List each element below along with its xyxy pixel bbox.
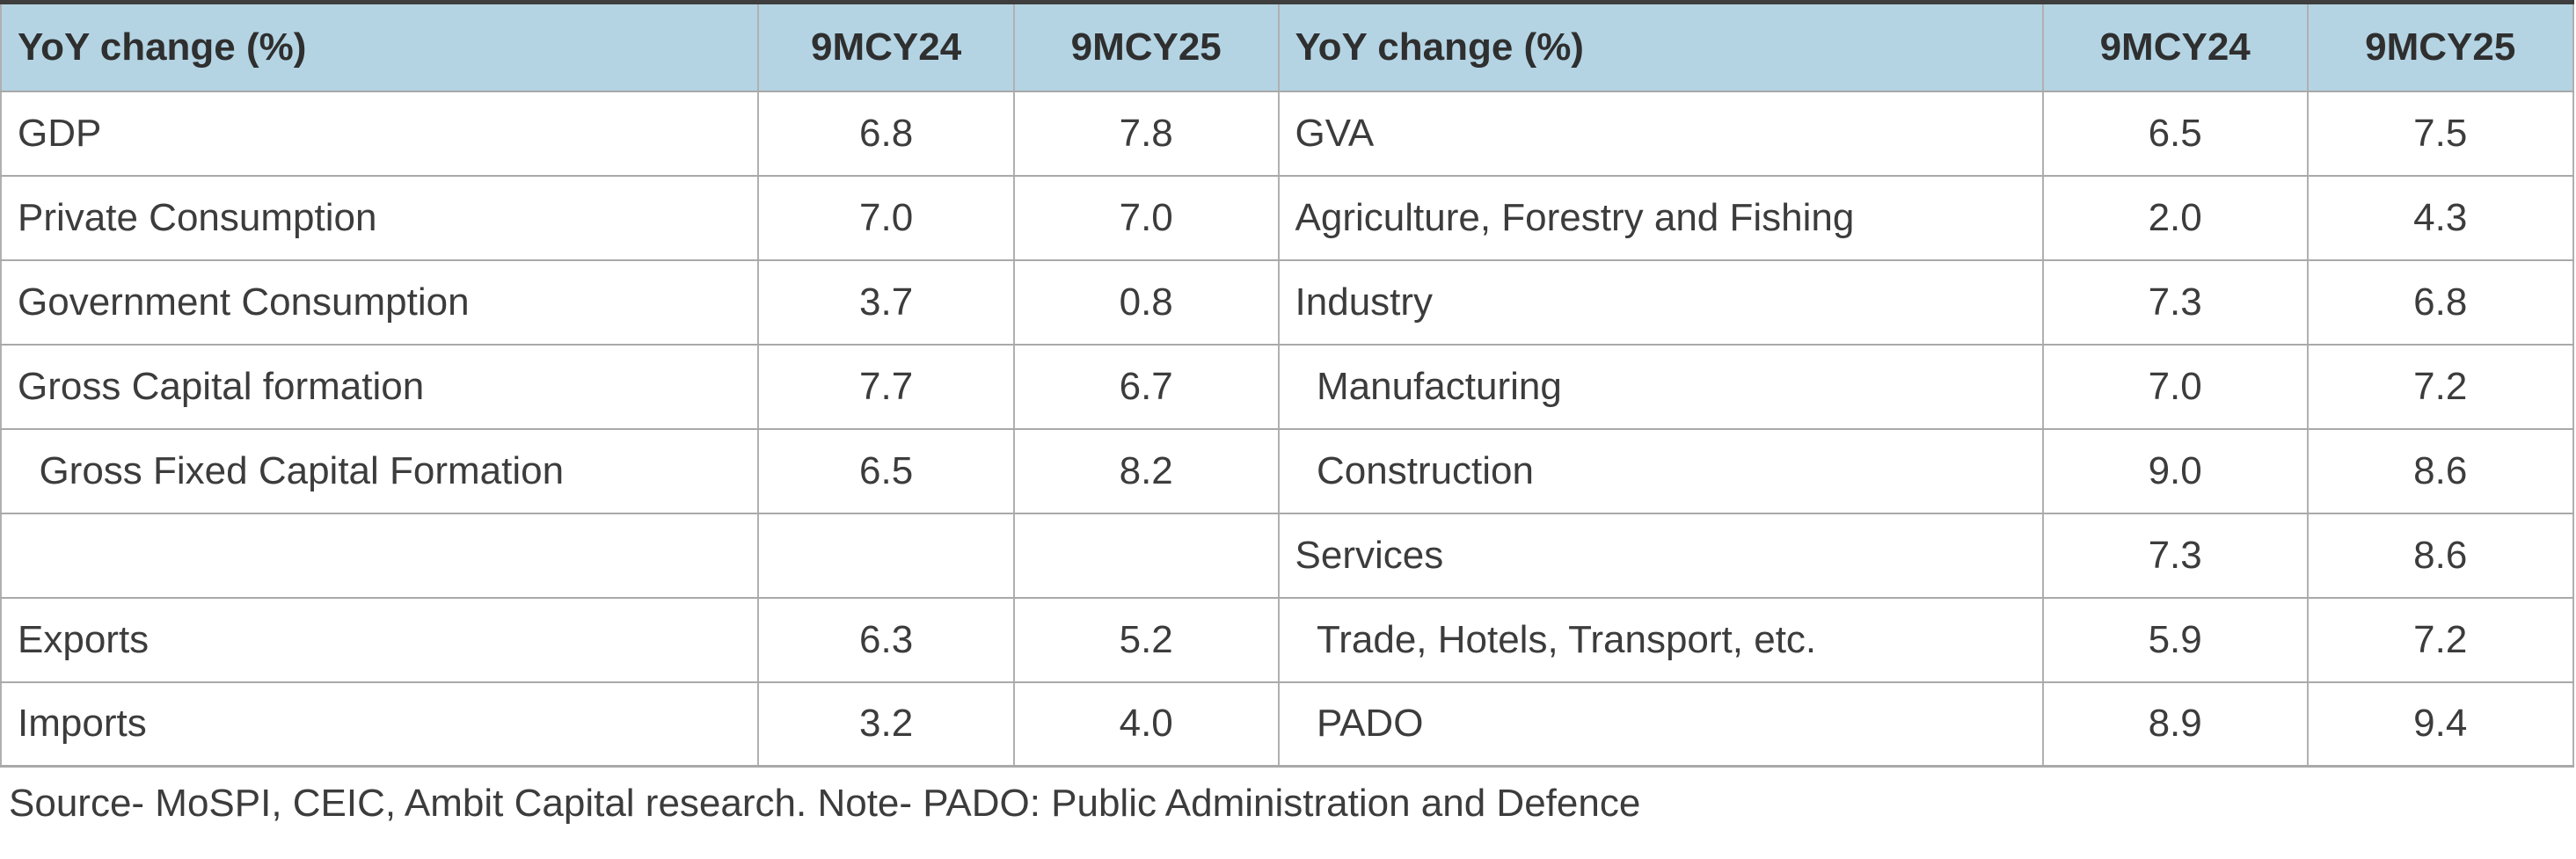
right-header-9mcy24: 9MCY24 bbox=[2041, 1, 2309, 92]
value-cell: 6.8 bbox=[2306, 258, 2575, 346]
value-cell: 7.3 bbox=[2041, 258, 2309, 346]
table-row: Private Consumption 7.0 7.0 Agriculture,… bbox=[0, 174, 2575, 261]
value-cell: 9.4 bbox=[2306, 681, 2575, 768]
table-row: Exports 6.3 5.2 Trade, Hotels, Transport… bbox=[0, 596, 2575, 683]
right-header-yoy-change: YoY change (%) bbox=[1277, 1, 2044, 92]
value-cell-empty bbox=[1012, 512, 1280, 599]
value-cell: 8.2 bbox=[1012, 427, 1280, 514]
left-header-9mcy25: 9MCY25 bbox=[1012, 1, 1280, 92]
row-label-gross-capital-formation: Gross Capital formation bbox=[0, 343, 760, 430]
value-cell: 7.0 bbox=[2041, 343, 2309, 430]
row-label-industry: Industry bbox=[1277, 258, 2044, 346]
table-row: Gross Fixed Capital Formation 6.5 8.2 Co… bbox=[0, 427, 2575, 514]
left-header-yoy-change: YoY change (%) bbox=[0, 1, 760, 92]
value-cell: 2.0 bbox=[2041, 174, 2309, 261]
value-cell: 4.3 bbox=[2306, 174, 2575, 261]
value-cell: 6.3 bbox=[757, 596, 1015, 683]
row-label-gdp: GDP bbox=[0, 90, 760, 177]
value-cell: 8.6 bbox=[2306, 427, 2575, 514]
value-cell: 4.0 bbox=[1012, 681, 1280, 768]
header-row: YoY change (%) 9MCY24 9MCY25 YoY change … bbox=[0, 1, 2575, 92]
table-row: Services 7.3 8.6 bbox=[0, 512, 2575, 599]
value-gdp-9mcy24: 6.8 bbox=[757, 90, 1015, 177]
row-label-services: Services bbox=[1277, 512, 2044, 599]
value-cell: 7.7 bbox=[757, 343, 1015, 430]
value-gva-9mcy25: 7.5 bbox=[2306, 90, 2575, 177]
row-label-construction: Construction bbox=[1277, 427, 2044, 514]
value-gdp-9mcy25: 7.8 bbox=[1012, 90, 1280, 177]
value-cell: 7.2 bbox=[2306, 343, 2575, 430]
row-label-imports: Imports bbox=[0, 681, 760, 768]
value-cell: 5.9 bbox=[2041, 596, 2309, 683]
row-label-government-consumption: Government Consumption bbox=[0, 258, 760, 346]
row-label-agriculture: Agriculture, Forestry and Fishing bbox=[1277, 174, 2044, 261]
row-label-private-consumption: Private Consumption bbox=[0, 174, 760, 261]
table-row: Gross Capital formation 7.7 6.7 Manufact… bbox=[0, 343, 2575, 430]
row-label-trade-hotels-transport: Trade, Hotels, Transport, etc. bbox=[1277, 596, 2044, 683]
row-label-manufacturing: Manufacturing bbox=[1277, 343, 2044, 430]
value-cell: 9.0 bbox=[2041, 427, 2309, 514]
value-cell: 8.6 bbox=[2306, 512, 2575, 599]
value-cell: 6.5 bbox=[757, 427, 1015, 514]
value-cell-empty bbox=[757, 512, 1015, 599]
row-label-gross-fixed-capital-formation: Gross Fixed Capital Formation bbox=[0, 427, 760, 514]
row-label-pado: PADO bbox=[1277, 681, 2044, 768]
value-cell: 3.2 bbox=[757, 681, 1015, 768]
value-cell: 7.2 bbox=[2306, 596, 2575, 683]
value-cell: 8.9 bbox=[2041, 681, 2309, 768]
table-row-gdp-gva: GDP 6.8 7.8 GVA 6.5 7.5 bbox=[0, 90, 2575, 177]
value-cell: 6.7 bbox=[1012, 343, 1280, 430]
value-cell: 7.0 bbox=[757, 174, 1015, 261]
value-gva-9mcy24: 6.5 bbox=[2041, 90, 2309, 177]
value-cell: 7.3 bbox=[2041, 512, 2309, 599]
table-row: Imports 3.2 4.0 PADO 8.9 9.4 bbox=[0, 681, 2575, 768]
left-header-9mcy24: 9MCY24 bbox=[757, 1, 1015, 92]
value-cell: 5.2 bbox=[1012, 596, 1280, 683]
row-label-empty bbox=[0, 512, 760, 599]
table-row: Government Consumption 3.7 0.8 Industry … bbox=[0, 258, 2575, 346]
row-label-exports: Exports bbox=[0, 596, 760, 683]
national-accounts-table: YoY change (%) 9MCY24 9MCY25 YoY change … bbox=[0, 0, 2575, 768]
row-label-gva: GVA bbox=[1277, 90, 2044, 177]
source-note: Source- MoSPI, CEIC, Ambit Capital resea… bbox=[9, 782, 1641, 825]
value-cell: 0.8 bbox=[1012, 258, 1280, 346]
right-header-9mcy25: 9MCY25 bbox=[2306, 1, 2575, 92]
value-cell: 3.7 bbox=[757, 258, 1015, 346]
value-cell: 7.0 bbox=[1012, 174, 1280, 261]
